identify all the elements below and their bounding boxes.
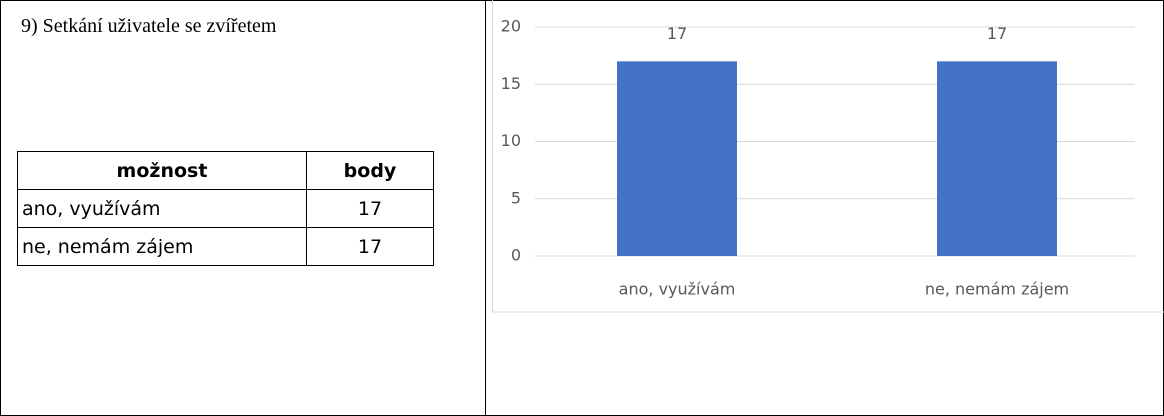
chart-frame xyxy=(492,0,1164,313)
heading: 9) Setkání uživatele se zvířetem xyxy=(21,15,277,37)
y-tick-label: 10 xyxy=(501,131,521,150)
cell: ne, nemám zájem xyxy=(17,227,307,266)
header-cell: body xyxy=(306,151,434,190)
header-row: možnost body xyxy=(17,151,434,190)
y-tick-label: 15 xyxy=(501,74,521,93)
x-tick-label: ano, využívám xyxy=(619,280,736,299)
left-cell: 9) Setkání uživatele se zvířetem možnost… xyxy=(0,0,486,416)
bar xyxy=(937,61,1057,256)
cell: 17 xyxy=(306,227,434,266)
y-tick-label: 20 xyxy=(501,17,521,36)
row: ne, nemám zájem 17 xyxy=(17,227,434,266)
value-label: 17 xyxy=(987,24,1007,43)
header-cell: možnost xyxy=(17,151,307,190)
cell: ano, využívám xyxy=(17,189,307,228)
y-tick-label: 5 xyxy=(511,188,521,207)
value-label: 17 xyxy=(667,24,687,43)
y-tick-label: 0 xyxy=(511,246,521,265)
x-tick-label: ne, nemám zájem xyxy=(925,280,1069,299)
bar xyxy=(617,61,737,256)
data-table: možnost body ano, využívám 17 ne, nemám … xyxy=(17,151,434,266)
